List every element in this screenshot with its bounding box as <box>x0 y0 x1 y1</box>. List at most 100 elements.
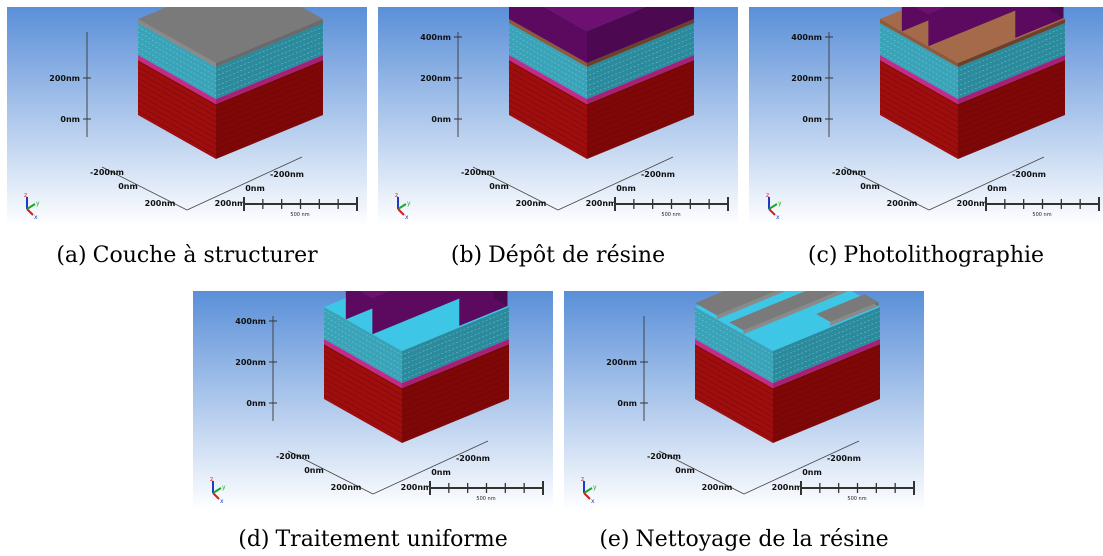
xy-tick-label: -200nm <box>90 168 124 177</box>
layer-stack <box>137 7 324 159</box>
substrate-hatch <box>879 72 1066 117</box>
gray-layer-left-face <box>509 19 587 67</box>
resist-strip-front-front <box>1015 7 1064 38</box>
z-axis: 0nm 200nm 400nm <box>235 316 277 421</box>
caption-text-a: Couche à structurer <box>92 243 318 268</box>
gray-top-layer-left-face <box>138 19 216 67</box>
device-layer-left-face <box>880 23 958 99</box>
scale-bar: 500 nm <box>243 197 358 218</box>
xy-tick-label: 0nm <box>245 184 265 193</box>
substrate-hatch <box>323 356 510 401</box>
caption-label-d: (d) <box>238 527 270 552</box>
substrate-right-face <box>958 60 1065 159</box>
substrate-right-face <box>402 344 509 443</box>
device-layer-right-face <box>402 307 509 383</box>
substrate-hatch <box>879 105 1066 150</box>
xy-tick-label: 200nm <box>702 483 733 492</box>
caption-label-b: (b) <box>450 243 483 268</box>
substrate-right-face <box>773 344 880 443</box>
caption-label-c: (c) <box>807 243 838 268</box>
triad-x <box>397 208 405 216</box>
caption-b: (b) Dépôt de résine <box>378 243 738 268</box>
xy-tick-label: -200nm <box>456 454 490 463</box>
z-tick-label: 400nm <box>420 33 451 42</box>
interface-layer-left-face <box>509 55 587 104</box>
interface-layer-left-face <box>324 339 402 388</box>
substrate-hatch <box>323 345 510 390</box>
triad-z-label: z <box>766 192 769 199</box>
resist-layer-left-face <box>509 7 587 63</box>
xy-axes: -200nm 0nm 200nm 200nm 0nm -200nm <box>90 156 304 211</box>
layer-hatch <box>137 41 324 87</box>
scale-bar: 500 nm <box>800 481 915 502</box>
substrate-hatch <box>508 94 695 139</box>
gray-strip-mid-top <box>729 291 839 331</box>
triad-x-label: x <box>220 498 224 505</box>
scale-bar: 500 nm <box>614 197 729 218</box>
gray-layer-right-face <box>958 19 1065 67</box>
substrate-hatch <box>694 356 881 401</box>
resist-strip-mid-front <box>372 291 478 335</box>
triad-y <box>583 487 593 494</box>
substrate-hatch <box>694 378 881 423</box>
scale-bar-label: 500 nm <box>1032 212 1051 218</box>
gray-layer-left-face <box>880 19 958 67</box>
layer-stack <box>879 7 1066 159</box>
triad-x-label: x <box>776 214 780 221</box>
interface-layer-left-face <box>880 55 958 104</box>
layer-hatch <box>879 51 1066 97</box>
caption-text-b: Dépôt de résine <box>488 243 666 268</box>
layer-hatch <box>508 26 695 72</box>
caption-text-e: Nettoyage de la résine <box>635 527 889 552</box>
interface-layer-right-face <box>587 55 694 104</box>
xy-tick-label: 200nm <box>957 199 988 208</box>
orientation-triad-icon: z yx <box>24 192 40 221</box>
triad-y-label: y <box>36 200 40 207</box>
layer-hatch <box>694 325 881 371</box>
scale-bar-label: 500 nm <box>847 496 866 502</box>
layer-hatch <box>879 26 1066 72</box>
scale-bar: 500 nm <box>429 481 544 502</box>
figure-panel-a: 0nm 200nm -200nm 0nm 200nm 200nm 0nm -200nm 500 … <box>7 7 367 226</box>
substrate-hatch <box>323 350 510 396</box>
substrate-hatch <box>137 110 324 156</box>
substrate-hatch <box>137 88 324 134</box>
device-layer-left-face <box>509 23 587 99</box>
device-layer-right-face <box>216 23 323 99</box>
xy-axes: -200nm 0nm 200nm 200nm 0nm -200nm <box>647 440 861 495</box>
device-layer-right-face <box>587 23 694 99</box>
substrate-right-face <box>216 60 323 159</box>
substrate-hatch <box>323 394 510 440</box>
z-tick-label: 200nm <box>49 74 80 83</box>
caption-label-a: (a) <box>56 243 87 268</box>
substrate-hatch <box>694 350 881 396</box>
layer-hatch <box>879 41 1066 87</box>
substrate-hatch <box>508 110 695 156</box>
z-tick-label: 400nm <box>791 33 822 42</box>
caption-e: (e) Nettoyage de la résine <box>564 527 924 552</box>
layer-hatch <box>694 310 881 356</box>
substrate-hatch <box>137 99 324 145</box>
gray-layer-right-face <box>587 19 694 67</box>
substrate-hatch <box>694 361 881 407</box>
resist-strip-front-side <box>493 291 508 307</box>
device-layer-left-face <box>324 307 402 383</box>
xy-tick-label: 0nm <box>802 468 822 477</box>
layer-hatch <box>323 315 510 361</box>
substrate-hatch <box>323 367 510 412</box>
substrate-hatch <box>879 99 1066 145</box>
triad-x <box>583 492 591 500</box>
layer-hatch <box>137 31 324 77</box>
layer-hatch <box>323 330 510 376</box>
substrate-hatch <box>508 66 695 112</box>
z-tick-label: 200nm <box>606 358 637 367</box>
xy-axes: -200nm 0nm 200nm 200nm 0nm -200nm <box>276 440 490 495</box>
resist-strip-front-side <box>1049 7 1064 19</box>
z-tick-label: 0nm <box>802 115 822 124</box>
y-axis-line <box>928 156 1045 211</box>
layer-stack <box>694 291 881 443</box>
y-axis-line <box>743 440 860 495</box>
substrate-hatch <box>137 66 324 112</box>
